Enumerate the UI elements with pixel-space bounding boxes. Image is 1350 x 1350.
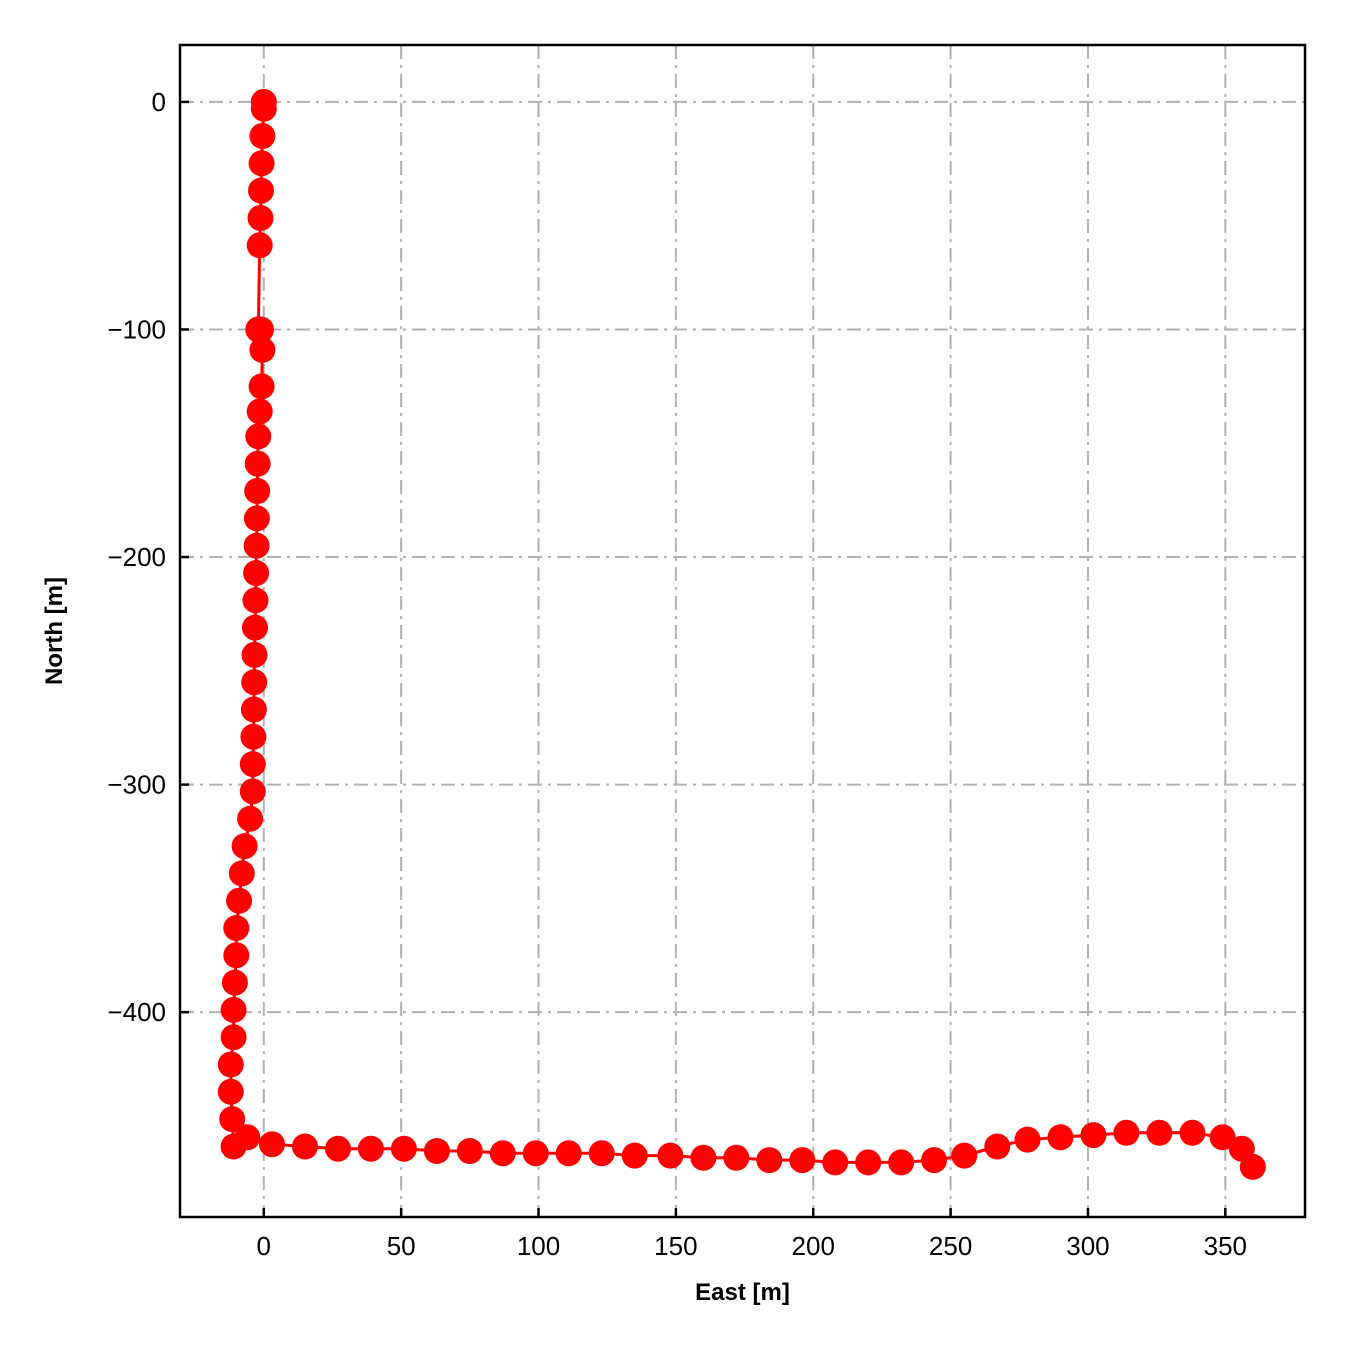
data-point (228, 860, 255, 887)
data-point (249, 123, 276, 149)
data-point (423, 1138, 450, 1164)
data-point (220, 996, 247, 1023)
data-point (221, 969, 248, 996)
data-point (1113, 1119, 1140, 1146)
data-point (243, 505, 270, 532)
data-point (237, 805, 264, 832)
data-point (247, 205, 274, 231)
data-point (248, 316, 274, 343)
data-point (243, 532, 270, 559)
x-tick-label: 250 (929, 1231, 972, 1261)
data-point (245, 423, 272, 450)
x-tick-label: 0 (257, 1231, 271, 1261)
data-point (1179, 1119, 1206, 1146)
x-tick-label: 350 (1204, 1231, 1247, 1261)
data-point (219, 1106, 246, 1133)
x-tick-label: 150 (654, 1231, 697, 1261)
data-point (234, 1124, 261, 1151)
x-axis-label: East [m] (695, 1279, 790, 1306)
data-point (789, 1147, 816, 1174)
data-point (1014, 1126, 1041, 1153)
x-tick-label: 100 (517, 1231, 560, 1261)
data-point (984, 1133, 1011, 1160)
data-point (888, 1149, 915, 1176)
data-point (390, 1135, 417, 1162)
data-point (217, 1078, 244, 1105)
y-tick-label: 0 (152, 87, 166, 117)
data-point (723, 1144, 750, 1171)
data-point (240, 696, 267, 723)
data-point (223, 915, 250, 941)
data-point (217, 1051, 244, 1078)
data-point (555, 1140, 582, 1167)
x-tick-label: 300 (1066, 1231, 1109, 1261)
data-point (223, 942, 250, 969)
data-point (292, 1133, 318, 1160)
data-point (259, 1131, 285, 1158)
data-point (357, 1135, 384, 1162)
data-point (522, 1140, 549, 1167)
data-point (250, 95, 277, 122)
data-point (657, 1142, 684, 1169)
data-point (246, 232, 273, 259)
data-point (226, 887, 253, 914)
y-tick-label: −300 (107, 770, 166, 800)
data-point (248, 177, 274, 204)
data-point (248, 373, 275, 400)
data-point (241, 641, 268, 668)
data-point (489, 1140, 516, 1167)
data-point (456, 1138, 483, 1164)
plot-area (217, 88, 1266, 1180)
data-point (239, 778, 266, 805)
data-point (1239, 1153, 1266, 1180)
ticks: 0 50 100 150 200 250 300 350 0 −100 −200 −300 −400 (107, 87, 1247, 1261)
data-point (855, 1149, 882, 1176)
y-axis-label: North [m] (41, 577, 68, 685)
data-point (242, 614, 268, 641)
data-point (1047, 1124, 1074, 1151)
data-point (951, 1142, 978, 1169)
data-point (1080, 1122, 1107, 1149)
plot-frame (178, 43, 1307, 1219)
data-point (325, 1135, 351, 1162)
data-point (822, 1149, 849, 1176)
x-tick-label: 50 (387, 1231, 416, 1261)
data-point (921, 1147, 948, 1174)
data-point (231, 833, 258, 860)
data-point (1146, 1119, 1173, 1146)
data-point (249, 336, 276, 363)
data-point (246, 398, 273, 425)
data-point (244, 450, 271, 477)
data-point (239, 751, 266, 778)
data-point (1209, 1124, 1236, 1151)
data-point (241, 669, 268, 696)
data-point (621, 1142, 648, 1169)
data-point (243, 560, 270, 586)
data-point (242, 587, 269, 614)
data-point (220, 1024, 247, 1051)
y-tick-label: −100 (107, 314, 166, 344)
data-point (690, 1144, 717, 1171)
y-tick-label: −400 (107, 997, 166, 1027)
y-tick-label: −200 (107, 542, 166, 572)
data-point (244, 478, 271, 504)
data-point (240, 723, 267, 750)
data-point (756, 1147, 783, 1174)
data-point (248, 150, 275, 177)
x-tick-label: 200 (792, 1231, 835, 1261)
data-point (588, 1140, 615, 1167)
